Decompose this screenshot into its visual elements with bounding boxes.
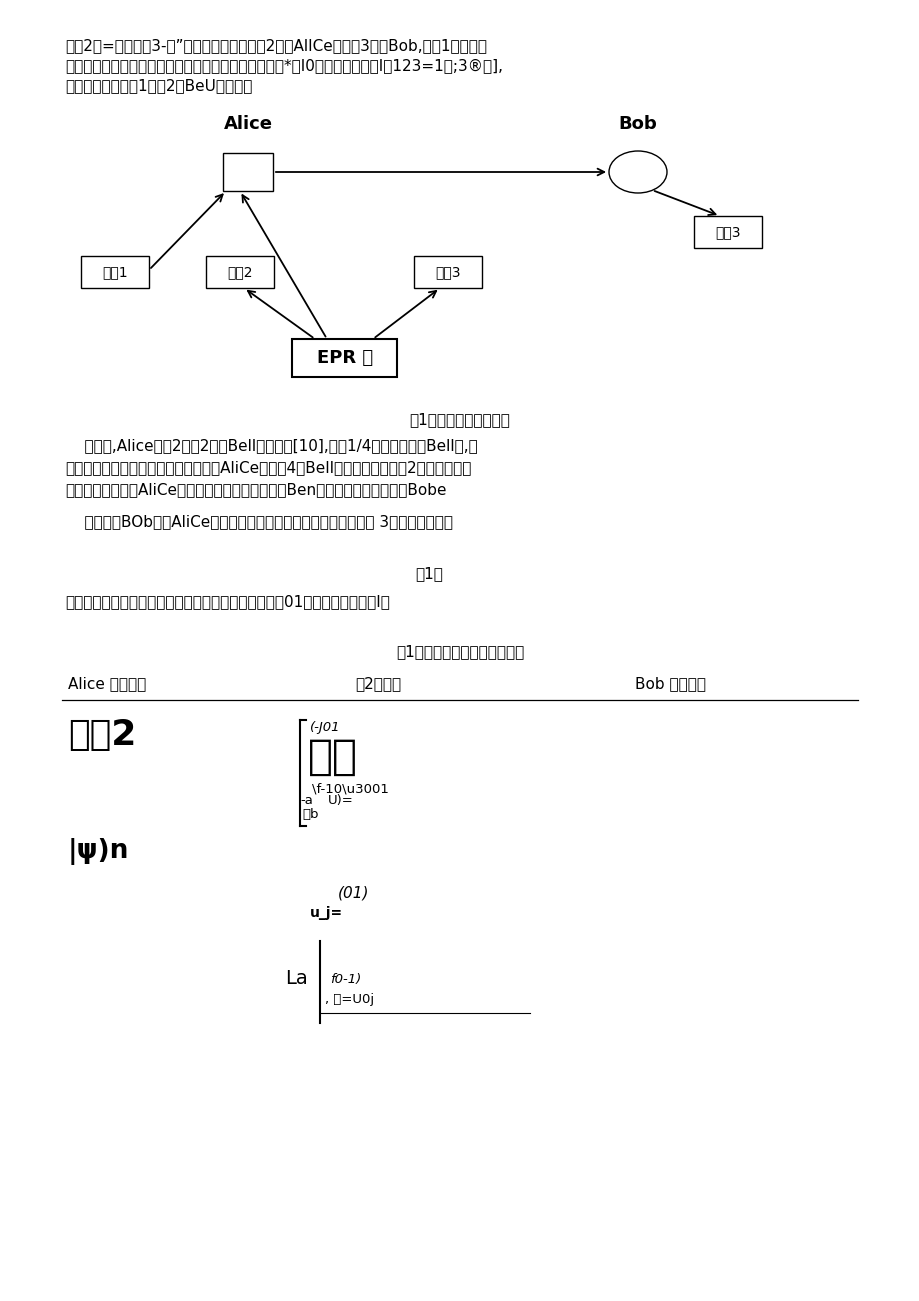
Ellipse shape — [608, 151, 666, 193]
Bar — [693, 216, 761, 248]
Text: 粒子3: 粒子3 — [435, 265, 460, 278]
Bar — [206, 256, 274, 288]
Bar — [222, 154, 273, 191]
Text: 粒子3: 粒子3 — [714, 225, 740, 239]
Text: 粙2量子态: 粙2量子态 — [355, 677, 401, 691]
Text: 图1量子隐形传态原理图: 图1量子隐形传态原理图 — [409, 412, 510, 427]
Text: 把自旋向上和向下的态矢量用列矩阵表示，即卜）一（01）它们的关系如表I。: 把自旋向上和向下的态矢量用列矩阵表示，即卜）一（01）它们的关系如表I。 — [65, 595, 390, 609]
Text: 把这个态按照粒子1和粙2的BeU基展开。: 把这个态按照粒子1和粙2的BeU基展开。 — [65, 78, 252, 92]
Text: 第二步,Alice对粙2和粙2进行Bell联合测量[10],将朇1/4几率得到每个Bell基,但: 第二步,Alice对粙2和粙2进行Bell联合测量[10],将朇1/4几率得到每… — [65, 438, 477, 453]
Text: 阴；2: 阴；2 — [68, 718, 136, 752]
Text: Bob 应选变换: Bob 应选变换 — [634, 677, 705, 691]
Text: U)=: U)= — [328, 794, 354, 807]
Text: 惺）2；=爱（卜成3-回”）将纠缠对中的粒子2送给AlICe、粒子3送给Bob,粒子1和这一对: 惺）2；=爱（卜成3-回”）将纠缠对中的粒子2送给AlICe、粒子3送给Bob,… — [65, 38, 486, 53]
Text: -a: -a — [300, 794, 312, 807]
Text: EPR 源: EPR 源 — [316, 349, 373, 367]
Text: Bob: Bob — [618, 114, 657, 133]
Text: u_j=: u_j= — [310, 905, 343, 920]
Text: 纠缠粒子就组成一个总系统。整个体系的量子态可用惺*和I0的直积表示，即I巧123=1巧;3®。],: 纠缠粒子就组成一个总系统。整个体系的量子态可用惺*和I0的直积表示，即I巧123… — [65, 59, 503, 73]
Text: （1、: （1、 — [414, 566, 442, 582]
Text: 第三步，BOb根据AliCe测得的结果，便选取相应的幺正变换对粙 3进行操作。如果: 第三步，BOb根据AliCe测得的结果，便选取相应的幺正变换对粙 3进行操作。如… — [65, 514, 452, 530]
Bar — [292, 340, 397, 377]
Text: 粒子1: 粒子1 — [102, 265, 128, 278]
Bar — [414, 256, 482, 288]
Text: 每次测量只能得到其中的一个基。一旦AliCe测到了4个BeIl基之一的某个，粙2就已经塔缩到: 每次测量只能得到其中的一个基。一旦AliCe测到了4个BeIl基之一的某个，粙2… — [65, 461, 471, 475]
Text: (-J01: (-J01 — [310, 721, 340, 734]
Text: |ψ)n: |ψ)n — [68, 838, 130, 865]
Text: 、b: 、b — [301, 808, 318, 821]
Text: Alice: Alice — [223, 114, 272, 133]
Text: 一小: 一小 — [308, 736, 357, 778]
Text: La: La — [285, 969, 308, 987]
Text: f0-1): f0-1) — [330, 973, 361, 986]
Text: (01): (01) — [337, 886, 369, 902]
Text: , 以=U0j: , 以=U0j — [324, 993, 374, 1006]
Bar — [81, 256, 149, 288]
Text: \f-10\u3001: \f-10\u3001 — [312, 782, 389, 795]
Text: 粒子2: 粒子2 — [227, 265, 253, 278]
Text: 对应的量子态上。AliCe将此结果（即已测到哪一个Ben基）通过经典信道告诉Bobe: 对应的量子态上。AliCe将此结果（即已测到哪一个Ben基）通过经典信道告诉Bo… — [65, 481, 446, 497]
Text: 表1测得结果与相应的对应关系: 表1测得结果与相应的对应关系 — [395, 644, 524, 660]
Text: Alice 测得结果: Alice 测得结果 — [68, 677, 146, 691]
